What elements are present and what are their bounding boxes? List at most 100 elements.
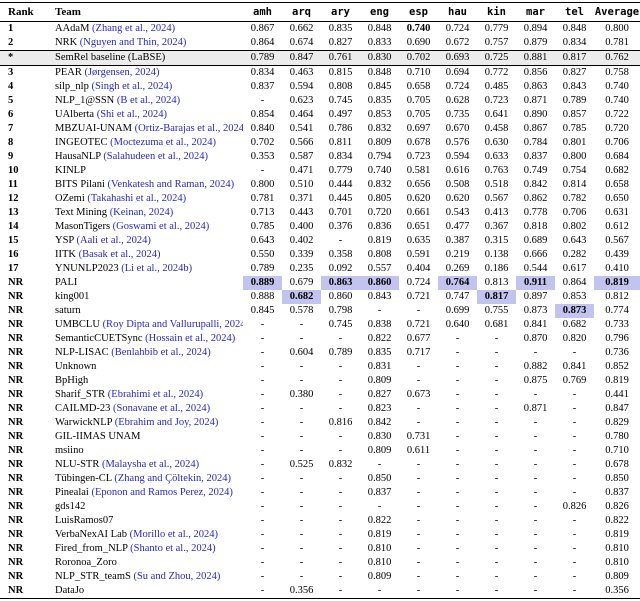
team-cell: AAdaM (Zhang et al., 2024) bbox=[42, 22, 243, 37]
score-cell: - bbox=[416, 515, 421, 526]
score-cell: 0.404 bbox=[406, 263, 431, 274]
score-cell: - bbox=[299, 543, 304, 554]
score-cell: 0.800 bbox=[250, 179, 275, 190]
score-cell: - bbox=[338, 333, 343, 344]
score-cell: 0.550 bbox=[250, 249, 275, 260]
score-cell: - bbox=[572, 543, 577, 554]
score-cell: 0.631 bbox=[605, 207, 629, 218]
citation-link[interactable]: (Salahudeen et al., 2024) bbox=[100, 151, 208, 162]
citation-link[interactable]: (Roy Dipta and Vallurupalli, 2024) bbox=[99, 319, 243, 330]
table-row: NR Unknown - - - 0.831 - - - 0.882 0.841 0.852 bbox=[0, 360, 640, 374]
score-cell: 0.784 bbox=[523, 137, 548, 148]
team-name: UAlberta bbox=[55, 109, 95, 120]
table-row: 11 BITS Pilani (Venkatesh and Raman, 2024… bbox=[0, 178, 640, 192]
score-cell: 0.723 bbox=[406, 151, 431, 162]
citation-link[interactable]: (Shi et al., 2024) bbox=[94, 109, 167, 120]
table-row: NR DataJo - 0.356 - - - - - - - 0.356 bbox=[0, 584, 640, 599]
score-cell: 0.820 bbox=[562, 333, 587, 344]
citation-link[interactable]: (Ebrahimi et al., 2024) bbox=[105, 389, 204, 400]
score-cell: - bbox=[416, 417, 421, 428]
score-cell: - bbox=[572, 557, 577, 568]
citation-link[interactable]: (Takahashi et al., 2024) bbox=[84, 193, 187, 204]
citation-link[interactable]: (Eponon and Ramos Perez, 2024) bbox=[88, 487, 233, 498]
team-cell: BITS Pilani (Venkatesh and Raman, 2024) bbox=[42, 178, 243, 192]
citation-link[interactable]: (Shanto et al., 2024) bbox=[127, 543, 216, 554]
score-cell: 0.809 bbox=[367, 137, 392, 148]
score-cell: - bbox=[260, 473, 265, 484]
score-cell: - bbox=[416, 571, 421, 582]
score-cell: - bbox=[260, 375, 265, 386]
score-cell: 0.186 bbox=[484, 263, 509, 274]
citation-link[interactable]: (Basak et al., 2024) bbox=[76, 249, 161, 260]
table-row: 9 HausaNLP (Salahudeen et al., 2024) 0.353… bbox=[0, 150, 640, 164]
column-header-amh: amh bbox=[253, 6, 272, 18]
score-cell: - bbox=[299, 361, 304, 372]
citation-link[interactable]: (Goswami et al., 2024) bbox=[110, 221, 210, 232]
score-cell: - bbox=[416, 501, 421, 512]
rank-cell: 17 bbox=[8, 263, 19, 274]
citation-link[interactable]: (Li et al., 2024b) bbox=[118, 263, 193, 274]
score-cell: - bbox=[299, 557, 304, 568]
citation-link[interactable]: (Ortiz-Barajas et al., 2024) bbox=[132, 123, 243, 134]
score-cell: - bbox=[260, 361, 265, 372]
score-cell: 0.356 bbox=[605, 585, 629, 596]
table-row: NR Fired_from_NLP (Shanto et al., 2024) - -… bbox=[0, 542, 640, 556]
score-cell: 0.789 bbox=[243, 50, 282, 66]
score-cell: 0.845 bbox=[367, 81, 392, 92]
score-cell: 0.219 bbox=[445, 249, 470, 260]
score-cell: - bbox=[494, 375, 499, 386]
citation-link[interactable]: (Keinan, 2024) bbox=[107, 207, 174, 218]
column-header-kin: kin bbox=[487, 6, 506, 18]
score-cell: - bbox=[494, 543, 499, 554]
score-cell: 0.808 bbox=[367, 249, 392, 260]
table-row: NR CAILMD-23 (Sonavane et al., 2024) - - - 0.… bbox=[0, 402, 640, 416]
score-cell: 0.400 bbox=[289, 221, 314, 232]
citation-link[interactable]: (Venkatesh and Raman, 2024) bbox=[104, 179, 235, 190]
score-cell: - bbox=[455, 585, 460, 596]
score-cell: - bbox=[494, 361, 499, 372]
citation-link[interactable]: (Zhang et al., 2024) bbox=[89, 23, 176, 34]
rank-cell: NR bbox=[8, 389, 24, 400]
score-cell: 0.881 bbox=[516, 50, 555, 66]
score-cell: - bbox=[338, 585, 343, 596]
score-cell: 0.591 bbox=[406, 249, 431, 260]
score-cell: 0.757 bbox=[484, 37, 509, 48]
citation-link[interactable]: (B et al., 2024) bbox=[114, 95, 181, 106]
citation-link[interactable]: (Nguyen and Thin, 2024) bbox=[77, 37, 187, 48]
score-cell: 0.785 bbox=[562, 123, 587, 134]
citation-link[interactable]: (Jørgensen, 2024) bbox=[81, 67, 160, 78]
rank-cell: 3 bbox=[8, 67, 14, 78]
score-cell: 0.832 bbox=[367, 179, 392, 190]
score-cell: - bbox=[260, 487, 265, 498]
score-cell: - bbox=[260, 431, 265, 442]
citation-link[interactable]: (Malaysha et al., 2024) bbox=[99, 459, 200, 470]
team-name: NLP-LISAC bbox=[55, 347, 109, 358]
score-cell: - bbox=[338, 501, 343, 512]
citation-link[interactable]: (Sonavane et al., 2024) bbox=[110, 403, 211, 414]
citation-link[interactable]: (Ebrahim and Joy, 2024) bbox=[112, 417, 219, 428]
citation-link[interactable]: (Su and Zhou, 2024) bbox=[130, 571, 221, 582]
score-cell: - bbox=[299, 529, 304, 540]
citation-link[interactable]: (Aali et al., 2024) bbox=[73, 235, 151, 246]
team-name: INGEOTEC bbox=[55, 137, 108, 148]
score-cell: 0.630 bbox=[484, 137, 509, 148]
rank-cell: NR bbox=[8, 417, 24, 428]
citation-link[interactable]: (Zhang and Çöltekin, 2024) bbox=[111, 473, 232, 484]
rank-cell: NR bbox=[8, 277, 24, 288]
score-cell: 0.747 bbox=[445, 291, 470, 302]
team-cell: Fired_from_NLP (Shanto et al., 2024) bbox=[42, 542, 243, 556]
citation-link[interactable]: (Morillo et al., 2024) bbox=[127, 529, 218, 540]
score-cell: - bbox=[455, 445, 460, 456]
score-cell: 0.367 bbox=[484, 221, 509, 232]
score-cell: 0.722 bbox=[605, 109, 629, 120]
citation-link[interactable]: (Singh et al., 2024) bbox=[88, 81, 173, 92]
score-cell: - bbox=[572, 459, 577, 470]
score-cell: 0.781 bbox=[250, 193, 275, 204]
citation-link[interactable]: (Benlahbib et al., 2024) bbox=[108, 347, 211, 358]
score-cell: - bbox=[494, 431, 499, 442]
score-cell: 0.837 bbox=[523, 151, 548, 162]
team-name: NLP_STR_teamS bbox=[55, 571, 131, 582]
citation-link[interactable]: (Moctezuma et al., 2024) bbox=[107, 137, 216, 148]
score-cell: 0.843 bbox=[367, 291, 392, 302]
citation-link[interactable]: (Hossain et al., 2024) bbox=[142, 333, 236, 344]
